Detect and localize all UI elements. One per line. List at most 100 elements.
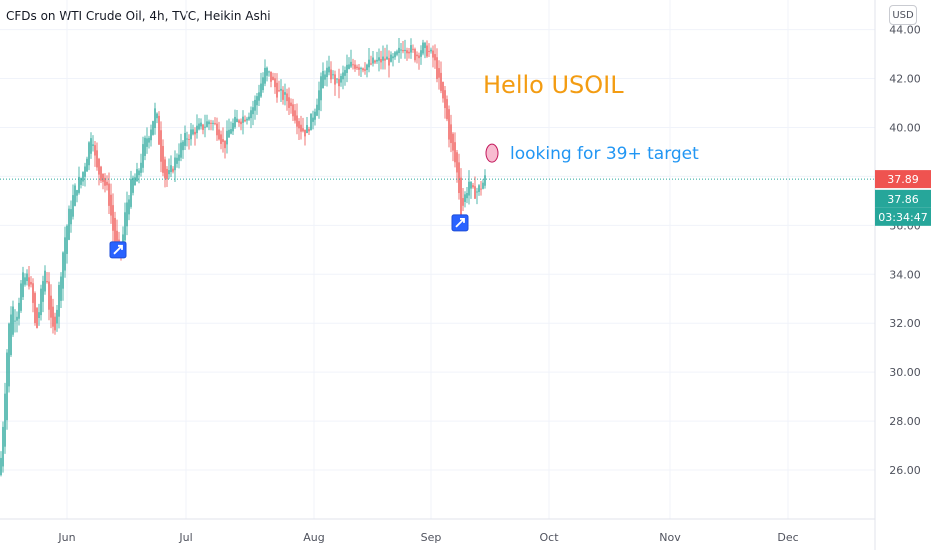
trade-idea-marker-sep (451, 214, 469, 232)
candle-body (410, 45, 412, 53)
candle-body (226, 130, 228, 145)
candle-body (308, 129, 310, 132)
candle-body (434, 54, 436, 61)
candle-body (394, 52, 396, 58)
candle-body (232, 122, 234, 132)
candle-body (188, 138, 190, 140)
candle-body (474, 186, 476, 199)
candle-body (464, 194, 466, 202)
candle-body (448, 109, 450, 140)
candle-body (316, 104, 318, 116)
candle-body (368, 59, 370, 68)
candle-body (400, 49, 402, 51)
candle-body (144, 137, 146, 156)
candle-body (164, 159, 166, 179)
price-badges: 37.89 37.86 03:34:47 (875, 170, 931, 226)
price-axis: 26.0028.0030.0032.0034.0036.0038.0040.00… (889, 24, 921, 477)
candle-body (332, 74, 334, 76)
candle-body (320, 76, 322, 101)
candle-body (432, 50, 434, 58)
candle-body (172, 168, 174, 172)
candle-body (372, 57, 374, 64)
candle-body (206, 121, 208, 127)
candle-body (238, 120, 240, 123)
candle-body (340, 75, 342, 83)
price-badge-label: 37.86 (887, 193, 919, 206)
candle-body (362, 68, 364, 71)
candle-body (454, 142, 456, 163)
candle-body (294, 110, 296, 121)
candle-body (88, 142, 90, 166)
price-badge (875, 189, 931, 208)
candle-body (380, 58, 382, 63)
candle-body (224, 140, 226, 149)
candle-body (56, 309, 58, 324)
candle-body (292, 104, 294, 117)
candle-body (296, 115, 298, 127)
candle-body (26, 273, 28, 282)
candle-body (268, 71, 270, 73)
candle-body (236, 118, 238, 123)
candle-body (220, 134, 222, 144)
candle-body (154, 108, 156, 129)
time-axis: Jun Jul Aug Sep Oct Nov Dec (57, 531, 798, 544)
target-ellipse (485, 143, 499, 163)
candle-body (402, 49, 404, 52)
candle-body (178, 154, 180, 161)
candle-body (282, 89, 284, 100)
candle-body (302, 128, 304, 132)
y-tick-label: 40.00 (889, 121, 921, 134)
candle-body (350, 61, 352, 67)
candle-body (298, 121, 300, 129)
candle-body (166, 168, 168, 180)
candle-body (106, 181, 108, 186)
candle-body (80, 178, 82, 185)
chart-title: CFDs on WTI Crude Oil, 4h, TVC, Heikin A… (6, 9, 271, 23)
candle-body (480, 188, 482, 190)
arrow-icon (455, 217, 465, 228)
currency-button[interactable]: USD (889, 5, 917, 25)
candle-body (122, 234, 124, 247)
candle-body (466, 192, 468, 199)
candle-body (2, 426, 4, 467)
candle-body (484, 175, 486, 186)
candle-body (374, 60, 376, 63)
candle-body (84, 166, 86, 177)
candle-body (192, 129, 194, 135)
candle-body (94, 145, 96, 156)
candle-body (228, 129, 230, 138)
price-badge-label: 37.89 (887, 173, 919, 186)
candle-body (132, 177, 134, 193)
candle-body (242, 116, 244, 123)
candle-body (422, 42, 424, 54)
candle-body (310, 113, 312, 131)
candle-body (110, 194, 112, 216)
candle-body (42, 281, 44, 302)
candle-body (128, 199, 130, 215)
candle-body (378, 57, 380, 61)
x-tick-label: Jun (57, 531, 75, 544)
candle-body (18, 302, 20, 319)
candle-body (436, 57, 438, 79)
candle-body (148, 137, 150, 143)
candle-body (90, 138, 92, 154)
candle-body (96, 150, 98, 168)
candle-body (470, 181, 472, 189)
candle-body (50, 295, 52, 318)
candle-body (186, 138, 188, 140)
candle-body (370, 63, 372, 65)
candle-body (244, 119, 246, 122)
candle-body (322, 71, 324, 89)
candle-body (130, 178, 132, 207)
candle-body (428, 50, 430, 52)
candle-body (420, 50, 422, 57)
candle-body (264, 67, 266, 84)
candle-body (116, 230, 118, 249)
candle-body (424, 42, 426, 49)
candle-body (182, 141, 184, 151)
y-tick-label: 26.00 (889, 464, 921, 477)
candle-body (102, 173, 104, 182)
candle-body (32, 283, 34, 303)
candle-body (364, 69, 366, 71)
